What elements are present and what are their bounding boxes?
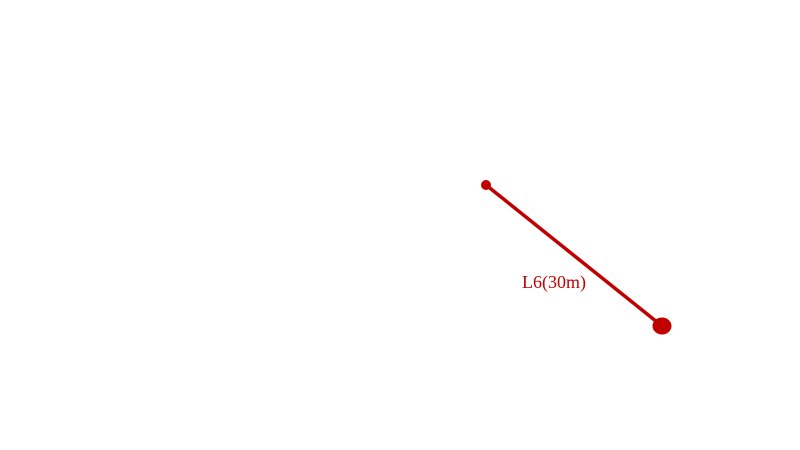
segment-label: L6(30m) <box>522 272 586 293</box>
segment-start-node <box>481 180 491 190</box>
segment-end-node <box>652 317 672 335</box>
segment-line <box>484 183 664 328</box>
